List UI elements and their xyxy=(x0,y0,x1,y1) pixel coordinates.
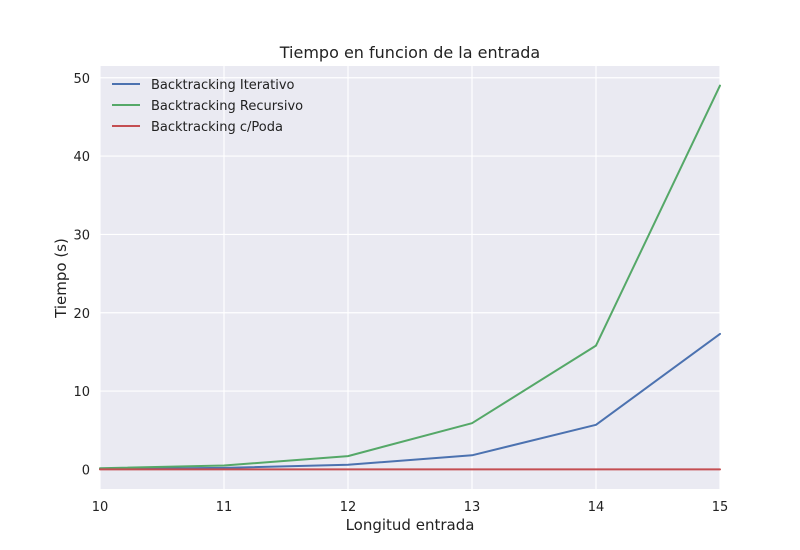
legend-label-2: Backtracking Recursivo xyxy=(151,99,303,114)
series-line-2 xyxy=(99,84,721,470)
y-tick-label: 40 xyxy=(73,150,90,165)
series-layer xyxy=(99,84,721,471)
plot-background xyxy=(100,66,720,489)
y-tick-label: 10 xyxy=(73,385,90,400)
y-tick-label: 0 xyxy=(82,463,90,478)
y-tick-label: 30 xyxy=(73,228,90,243)
x-tick-label: 14 xyxy=(588,500,605,515)
x-tick-label: 13 xyxy=(464,500,481,515)
x-tick-label: 12 xyxy=(340,500,357,515)
x-tick-label: 11 xyxy=(216,500,233,515)
x-tick-label: 15 xyxy=(712,500,729,515)
legend: Backtracking Iterativo Backtracking Recur… xyxy=(112,78,303,135)
legend-label-1: Backtracking Iterativo xyxy=(151,78,295,93)
y-axis-label: Tiempo (s) xyxy=(52,238,70,319)
y-tick-label: 20 xyxy=(73,307,90,322)
series-line-1 xyxy=(99,332,721,470)
x-axis-label: Longitud entrada xyxy=(346,516,475,534)
chart-title: Tiempo en funcion de la entrada xyxy=(279,43,540,62)
grid-lines xyxy=(99,66,721,489)
x-tick-label: 10 xyxy=(92,500,109,515)
y-tick-label: 50 xyxy=(73,72,90,87)
tick-labels: 10 11 12 13 14 15 0 10 20 30 40 50 xyxy=(73,72,728,515)
legend-label-3: Backtracking c/Poda xyxy=(151,120,283,135)
